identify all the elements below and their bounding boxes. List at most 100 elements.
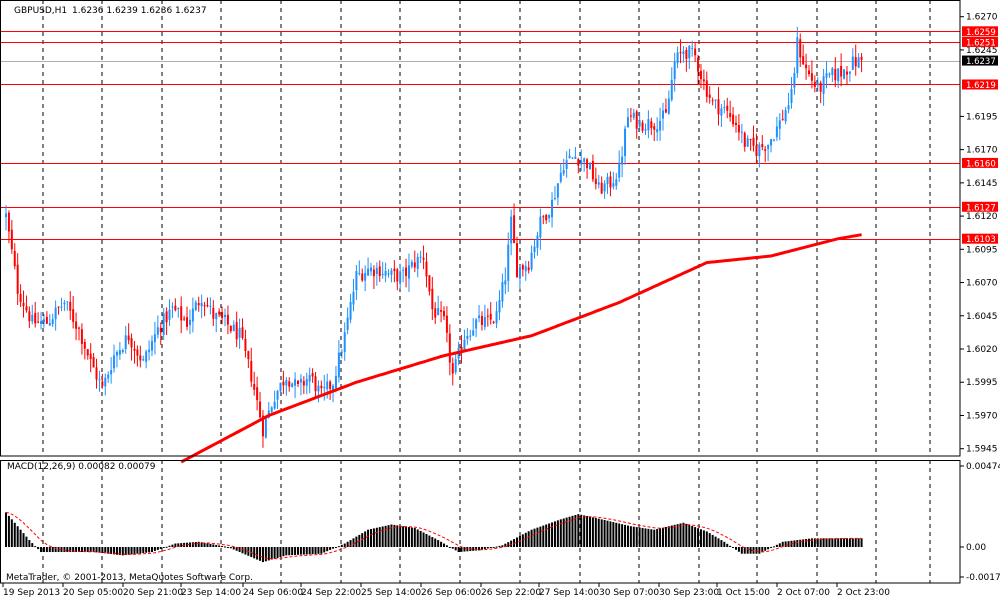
time-tick-label: 27 Sep 14:00 xyxy=(539,588,599,598)
time-tick-label: 20 Sep 05:00 xyxy=(63,588,123,598)
candle-bear xyxy=(521,265,524,270)
candle-bull xyxy=(215,313,218,320)
candle-bear xyxy=(311,373,314,377)
candle-bear xyxy=(761,143,764,148)
main-panel-frame xyxy=(0,0,961,457)
candle-bear xyxy=(235,322,238,340)
macd-bar xyxy=(253,547,256,559)
candle-bull xyxy=(370,267,372,272)
macd-bar xyxy=(364,531,367,547)
candle-bull xyxy=(504,280,507,285)
candle-bear xyxy=(378,266,381,277)
macd-bar xyxy=(148,547,151,553)
macd-bar xyxy=(45,547,48,553)
candle-bull xyxy=(828,73,831,75)
macd-bar xyxy=(267,547,270,561)
candle-bear xyxy=(650,121,653,129)
macd-bar xyxy=(171,544,174,547)
price-level-tag-label: 1.6259 xyxy=(966,28,996,38)
macd-bar xyxy=(221,545,224,547)
candle-bull xyxy=(843,69,846,79)
candle-bull xyxy=(399,271,402,284)
candle-bull xyxy=(188,319,191,325)
candle-bull xyxy=(615,179,618,186)
macd-bar xyxy=(475,547,478,551)
macd-bar xyxy=(124,547,127,556)
candle-bear xyxy=(600,182,603,194)
macd-bar xyxy=(416,529,419,547)
price-tick-label: 1.6270 xyxy=(966,13,998,23)
macd-bar xyxy=(232,547,235,550)
candle-bear xyxy=(288,381,291,387)
candle-bear xyxy=(206,305,209,307)
macd-tick-label: 0.00474 xyxy=(966,462,1000,472)
macd-bar xyxy=(854,538,857,547)
macd-bar xyxy=(708,533,711,547)
macd-bar xyxy=(326,547,329,552)
macd-bar xyxy=(48,547,51,553)
candle-bear xyxy=(250,360,253,382)
candle-bull xyxy=(264,418,267,438)
price-level-tag-label: 1.6160 xyxy=(966,159,996,169)
macd-bar xyxy=(445,545,448,547)
price-tick-label: 1.6070 xyxy=(966,279,998,289)
candle-bull xyxy=(626,117,629,128)
candle-bear xyxy=(396,269,399,282)
candle-bull xyxy=(612,183,615,187)
macd-bar xyxy=(334,547,337,548)
macd-bar xyxy=(720,540,723,547)
candle-bull xyxy=(66,301,69,303)
macd-bar xyxy=(139,547,142,554)
candle-bull xyxy=(437,307,440,316)
candle-bear xyxy=(697,57,700,72)
time-tick-label: 26 Sep 06:00 xyxy=(421,588,481,598)
candle-bear xyxy=(428,275,431,292)
candle-bear xyxy=(259,401,262,418)
candle-bull xyxy=(796,37,799,74)
candle-bear xyxy=(805,64,808,69)
price-tick-label: 1.6195 xyxy=(966,112,998,122)
candle-bull xyxy=(419,256,422,258)
candle-bear xyxy=(609,176,612,188)
candle-bull xyxy=(495,311,498,324)
macd-bar xyxy=(697,528,700,547)
candle-bull xyxy=(145,351,148,362)
macd-bar xyxy=(831,538,834,547)
candle-bull xyxy=(40,320,43,325)
price-level-tag-label: 1.6219 xyxy=(966,81,996,91)
candle-bull xyxy=(790,88,793,103)
candle-bear xyxy=(854,57,857,67)
macd-bar xyxy=(375,527,378,547)
macd-bar xyxy=(428,535,431,547)
candle-bear xyxy=(28,311,31,322)
candle-bear xyxy=(752,137,755,146)
macd-bar xyxy=(626,525,629,547)
candle-bear xyxy=(448,333,451,363)
candle-bull xyxy=(148,349,151,353)
candle-bear xyxy=(159,327,162,333)
candle-bull xyxy=(822,76,825,94)
macd-bar xyxy=(638,527,641,547)
candle-bear xyxy=(594,178,597,185)
macd-indicator xyxy=(5,511,863,563)
macd-bar xyxy=(472,547,475,551)
candle-bear xyxy=(694,48,697,56)
candle-bull xyxy=(387,273,390,275)
chart-frame xyxy=(0,0,961,584)
macd-bar xyxy=(145,547,148,553)
candle-bear xyxy=(34,312,37,324)
candle-bear xyxy=(45,316,48,324)
candle-bull xyxy=(644,129,647,131)
candle-bear xyxy=(89,353,92,359)
macd-bar xyxy=(451,547,454,549)
macd-bar xyxy=(264,547,267,562)
macd-bar xyxy=(142,547,145,554)
candle-bull xyxy=(364,272,367,281)
macd-bar xyxy=(758,547,761,554)
price-level-tag-label: 1.6251 xyxy=(966,38,996,48)
price-level-tag-label: 1.6103 xyxy=(966,235,996,245)
candle-bull xyxy=(384,270,387,276)
time-tick-label: 1 Oct 15:00 xyxy=(717,588,770,598)
macd-bar xyxy=(647,528,650,547)
candle-bull xyxy=(548,214,551,219)
